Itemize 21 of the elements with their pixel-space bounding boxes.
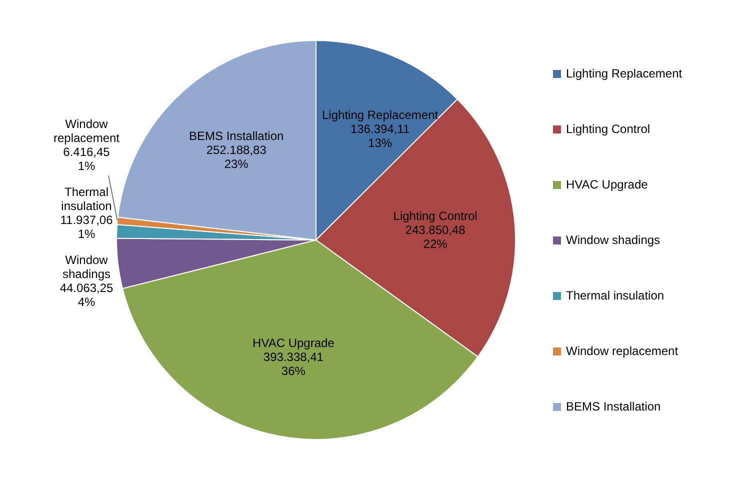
- legend-label: Window replacement: [566, 344, 679, 358]
- slice-label: BEMS Installation: [188, 128, 284, 143]
- data-label: 44.063,25 4%: [60, 280, 114, 309]
- data-label: 136.394,11 13%: [350, 122, 410, 150]
- data-label: 6.416,45 1%: [63, 144, 110, 173]
- slice-label: Lighting Control: [393, 208, 478, 223]
- legend-label: Window shadings: [566, 232, 660, 247]
- legend-label: Lighting Replacement: [566, 66, 683, 80]
- data-label: 393.338,41 36%: [263, 350, 324, 378]
- data-label: 252.188,83 23%: [206, 142, 267, 171]
- legend-label: Thermal insulation: [566, 288, 664, 302]
- legend-label: BEMS Installation: [566, 399, 661, 414]
- slice-label: HVAC Upgrade: [252, 336, 335, 350]
- legend-label: HVAC Upgrade: [566, 177, 648, 192]
- slice-label: Thermal insulation: [61, 184, 112, 213]
- data-label: 243.850,48 22%: [405, 222, 466, 251]
- slice-label: Window shadings: [62, 252, 111, 281]
- data-label: 11.937,06 1%: [60, 212, 114, 241]
- slice-label: Window replacement: [53, 116, 120, 145]
- slice-label: Lighting Replacement: [322, 108, 439, 122]
- legend-label: Lighting Control: [566, 122, 650, 136]
